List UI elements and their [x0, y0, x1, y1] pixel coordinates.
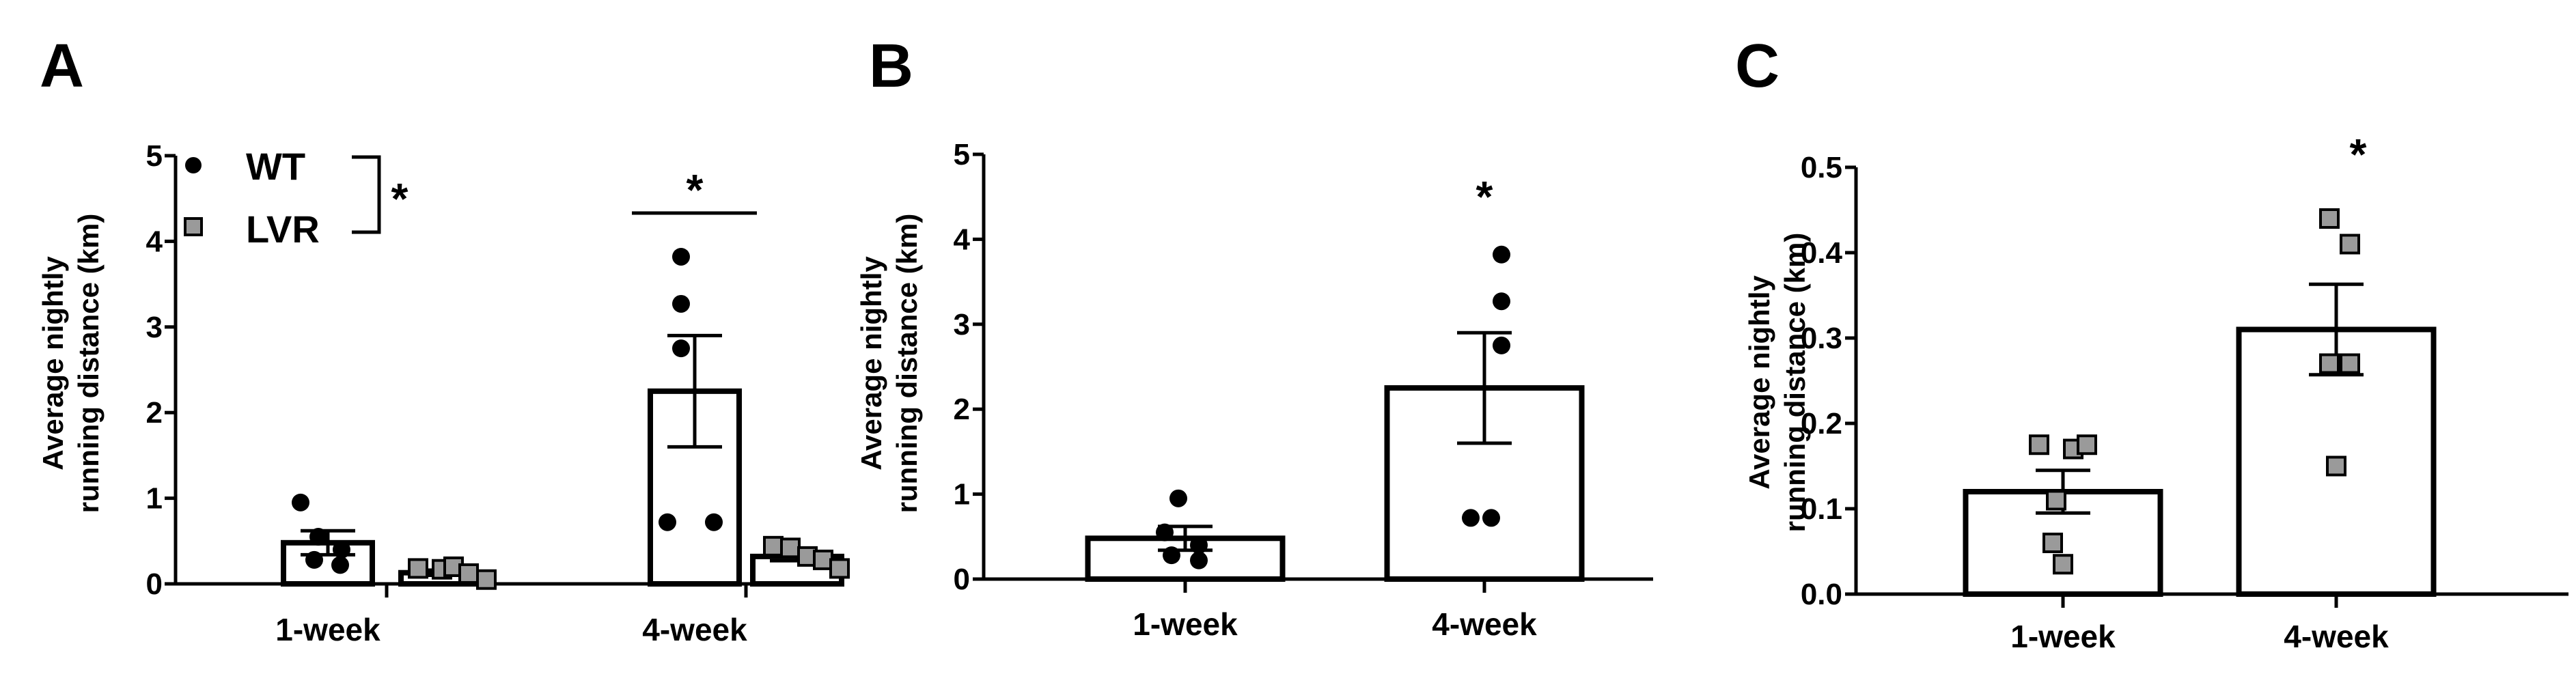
- y-tick-label: 0: [954, 563, 970, 596]
- data-point: [1493, 245, 1510, 264]
- data-point: [458, 563, 479, 584]
- data-point: [763, 535, 784, 557]
- panel-c-significance-star: *: [2350, 130, 2367, 179]
- data-point: [659, 513, 676, 531]
- data-point: [292, 493, 309, 511]
- y-tick-label: 5: [954, 138, 970, 171]
- data-point: [829, 558, 850, 579]
- panel-a-category-1-week: 1-week: [275, 612, 380, 647]
- panel-c-category-4-week: 4-week: [2284, 619, 2389, 654]
- panel-letter-c: C: [1735, 32, 1779, 100]
- data-point: [2046, 490, 2066, 511]
- y-tick-label: 0.2: [1801, 407, 1842, 440]
- y-tick-label: 2: [954, 393, 970, 426]
- legend-lvr-marker: [184, 217, 203, 236]
- data-point: [2340, 353, 2360, 374]
- legend-wt-label: WT: [246, 145, 305, 188]
- panel-b-significance-star: *: [1476, 172, 1493, 221]
- data-point: [1190, 551, 1208, 570]
- y-tick-label: 4: [146, 225, 163, 258]
- y-tick-label: 0.0: [1801, 578, 1842, 611]
- y-tick-label: 2: [146, 396, 163, 430]
- panel-b-category-4-week: 4-week: [1432, 606, 1537, 642]
- data-point: [672, 339, 690, 358]
- data-point: [1493, 292, 1510, 311]
- data-point: [1163, 546, 1180, 565]
- panel-b-ylabel-line1: Average nightly: [855, 256, 887, 471]
- data-point: [672, 294, 690, 313]
- data-point: [331, 556, 349, 574]
- panel-letter-b: B: [869, 32, 913, 100]
- legend-bracket: [352, 155, 381, 234]
- data-point: [1190, 536, 1208, 554]
- panel-a-ylabel-line2: running distance (km): [72, 214, 105, 514]
- panel-c-category-1-week: 1-week: [2010, 619, 2116, 654]
- data-point: [2042, 533, 2063, 553]
- data-point: [2319, 208, 2340, 229]
- y-tick-label: 1: [146, 482, 163, 516]
- y-tick-label: 0.5: [1801, 151, 1842, 184]
- y-tick-label: 5: [146, 139, 163, 173]
- data-point: [2326, 455, 2346, 477]
- y-tick-label: 0: [146, 567, 163, 601]
- y-tick-label: 4: [954, 223, 971, 256]
- panel-c-ylabel-line2: running distance (km): [1779, 233, 1811, 533]
- y-tick-label: 0.3: [1801, 322, 1842, 355]
- data-point: [2340, 234, 2360, 255]
- data-point: [705, 513, 723, 531]
- panel-a-category-4-week: 4-week: [642, 612, 747, 647]
- panel-b-category-1-week: 1-week: [1133, 606, 1238, 642]
- y-tick-label: 1: [954, 478, 970, 511]
- y-tick-label: 0.4: [1801, 236, 1843, 270]
- y-tick-label: 3: [954, 308, 970, 341]
- panel-a-ylabel-line1: Average nightly: [37, 256, 69, 471]
- data-point: [672, 247, 690, 266]
- data-point: [780, 537, 801, 559]
- panel-c-ylabel-line1: Average nightly: [1743, 275, 1775, 490]
- data-point: [476, 569, 497, 590]
- data-point: [1156, 523, 1174, 542]
- data-point: [309, 528, 327, 546]
- panel-a-significance-star: *: [687, 165, 704, 214]
- data-point: [2029, 434, 2049, 455]
- data-point: [333, 540, 350, 559]
- legend-bracket-star: *: [391, 174, 408, 223]
- plot-layer: 0 1 2 3 4 5 0 1 2 3 4 5 0.0 0.1 0.2 0.3 0.4 0.5: [146, 138, 2568, 611]
- data-point: [305, 550, 323, 569]
- legend-lvr-label: LVR: [246, 208, 320, 251]
- y-tick-label: 0.1: [1801, 492, 1842, 526]
- legend-wt-marker: [185, 157, 202, 173]
- panel-letter-a: A: [40, 32, 84, 100]
- data-point: [1169, 489, 1187, 507]
- data-point: [2077, 434, 2097, 455]
- panel-b-ylabel-line2: running distance (km): [891, 214, 923, 514]
- data-point: [1482, 509, 1500, 527]
- data-point: [1462, 509, 1480, 527]
- data-point: [2053, 554, 2073, 575]
- data-point: [408, 558, 428, 579]
- data-point: [1493, 336, 1510, 354]
- y-tick-label: 3: [146, 311, 163, 344]
- data-point: [2319, 353, 2340, 374]
